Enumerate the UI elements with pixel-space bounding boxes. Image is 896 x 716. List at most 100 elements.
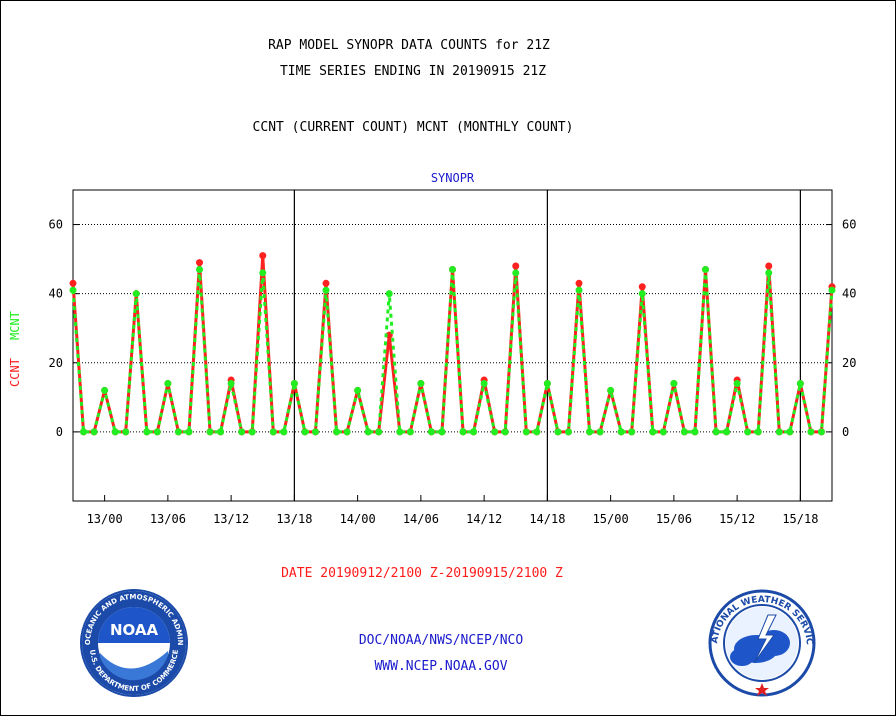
y-tick-label-left: 20 (49, 356, 63, 370)
x-tick-label: 15/12 (719, 512, 755, 526)
mcnt-point (385, 290, 393, 298)
mcnt-point (680, 428, 688, 436)
mcnt-point (702, 265, 709, 273)
mcnt-point (69, 286, 77, 294)
mcnt-point (364, 428, 372, 436)
mcnt-point (449, 265, 456, 273)
mcnt-point (238, 428, 246, 436)
mcnt-point (522, 428, 530, 436)
x-tick-label: 13/12 (213, 512, 249, 526)
mcnt-point (491, 428, 499, 436)
x-tick-label: 15/00 (593, 512, 629, 526)
mcnt-point (280, 428, 288, 436)
mcnt-point (343, 428, 351, 436)
x-tick-label: 13/00 (87, 512, 123, 526)
mcnt-point (406, 428, 414, 436)
mcnt-point (733, 380, 741, 388)
mcnt-point (259, 269, 267, 277)
mcnt-point (828, 286, 836, 294)
ccnt-point (512, 262, 520, 270)
mcnt-point (301, 428, 309, 436)
x-tick-label: 14/06 (403, 512, 439, 526)
x-tick-label: 13/06 (150, 512, 186, 526)
ccnt-point (322, 279, 330, 287)
mcnt-point (691, 428, 699, 436)
ccnt-point (69, 279, 77, 287)
mcnt-point (512, 269, 520, 277)
mcnt-point (90, 428, 98, 436)
mcnt-point (586, 428, 594, 436)
mcnt-point (206, 428, 214, 436)
mcnt-point (185, 428, 193, 436)
y-tick-label-right: 0 (842, 425, 849, 439)
y-tick-label-left: 60 (49, 218, 63, 232)
mcnt-point (417, 380, 425, 388)
mcnt-point (438, 428, 446, 436)
mcnt-point (712, 428, 720, 436)
mcnt-point (533, 428, 541, 436)
ccnt-point (196, 259, 203, 267)
x-tick-label: 14/18 (529, 512, 565, 526)
mcnt-point (290, 380, 298, 388)
mcnt-point (227, 380, 235, 388)
plot-area (72, 189, 833, 502)
mcnt-point (269, 428, 277, 436)
mcnt-point (101, 386, 109, 394)
mcnt-point (596, 428, 604, 436)
y-tick-label-right: 20 (842, 356, 856, 370)
mcnt-point (649, 428, 657, 436)
mcnt-point (470, 428, 478, 436)
mcnt-point (575, 286, 583, 294)
x-tick-label: 14/12 (466, 512, 502, 526)
mcnt-point (153, 428, 161, 436)
mcnt-point (333, 428, 341, 436)
org-label: DOC/NOAA/NWS/NCEP/NCO (358, 633, 524, 648)
mcnt-point (817, 428, 825, 436)
ccnt-point (765, 262, 773, 270)
mcnt-point (796, 380, 804, 388)
mcnt-point (564, 428, 572, 436)
mcnt-point (322, 286, 330, 294)
x-tick-label: 15/06 (656, 512, 692, 526)
y-tick-label-right: 40 (842, 287, 856, 301)
ylabel-ccnt: CCNT (8, 358, 22, 387)
mcnt-point (617, 428, 625, 436)
mcnt-point (607, 386, 615, 394)
x-tick-label: 14/00 (340, 512, 376, 526)
mcnt-point (354, 386, 362, 394)
ccnt-point (638, 283, 646, 291)
mcnt-point (375, 428, 383, 436)
mcnt-point (396, 428, 404, 436)
mcnt-point (217, 428, 225, 436)
chart-subtitle: CCNT (CURRENT COUNT) MCNT (MONTHLY COUNT… (252, 120, 574, 135)
mcnt-point (132, 290, 140, 298)
mcnt-point (744, 428, 752, 436)
mcnt-point (164, 380, 172, 388)
mcnt-point (807, 428, 815, 436)
mcnt-point (765, 269, 773, 277)
y-tick-label-right: 60 (842, 218, 856, 232)
x-tick-label: 15/18 (782, 512, 818, 526)
mcnt-point (754, 428, 762, 436)
mcnt-point (248, 428, 256, 436)
mcnt-point (670, 380, 678, 388)
mcnt-point (786, 428, 794, 436)
mcnt-point (723, 428, 731, 436)
mcnt-point (143, 428, 151, 436)
mcnt-point (659, 428, 667, 436)
mcnt-point (628, 428, 636, 436)
y-tick-label-left: 40 (49, 287, 63, 301)
chart-title-line2: TIME SERIES ENDING IN 20190915 21Z (279, 64, 547, 79)
mcnt-point (638, 290, 646, 298)
mcnt-point (80, 428, 88, 436)
x-tick-label: 13/18 (276, 512, 312, 526)
mcnt-point (543, 380, 551, 388)
mcnt-point (480, 380, 488, 388)
y-tick-label-left: 0 (56, 425, 63, 439)
mcnt-point (501, 428, 509, 436)
mcnt-point (554, 428, 562, 436)
mcnt-point (427, 428, 435, 436)
mcnt-point (775, 428, 783, 436)
mcnt-point (459, 428, 467, 436)
